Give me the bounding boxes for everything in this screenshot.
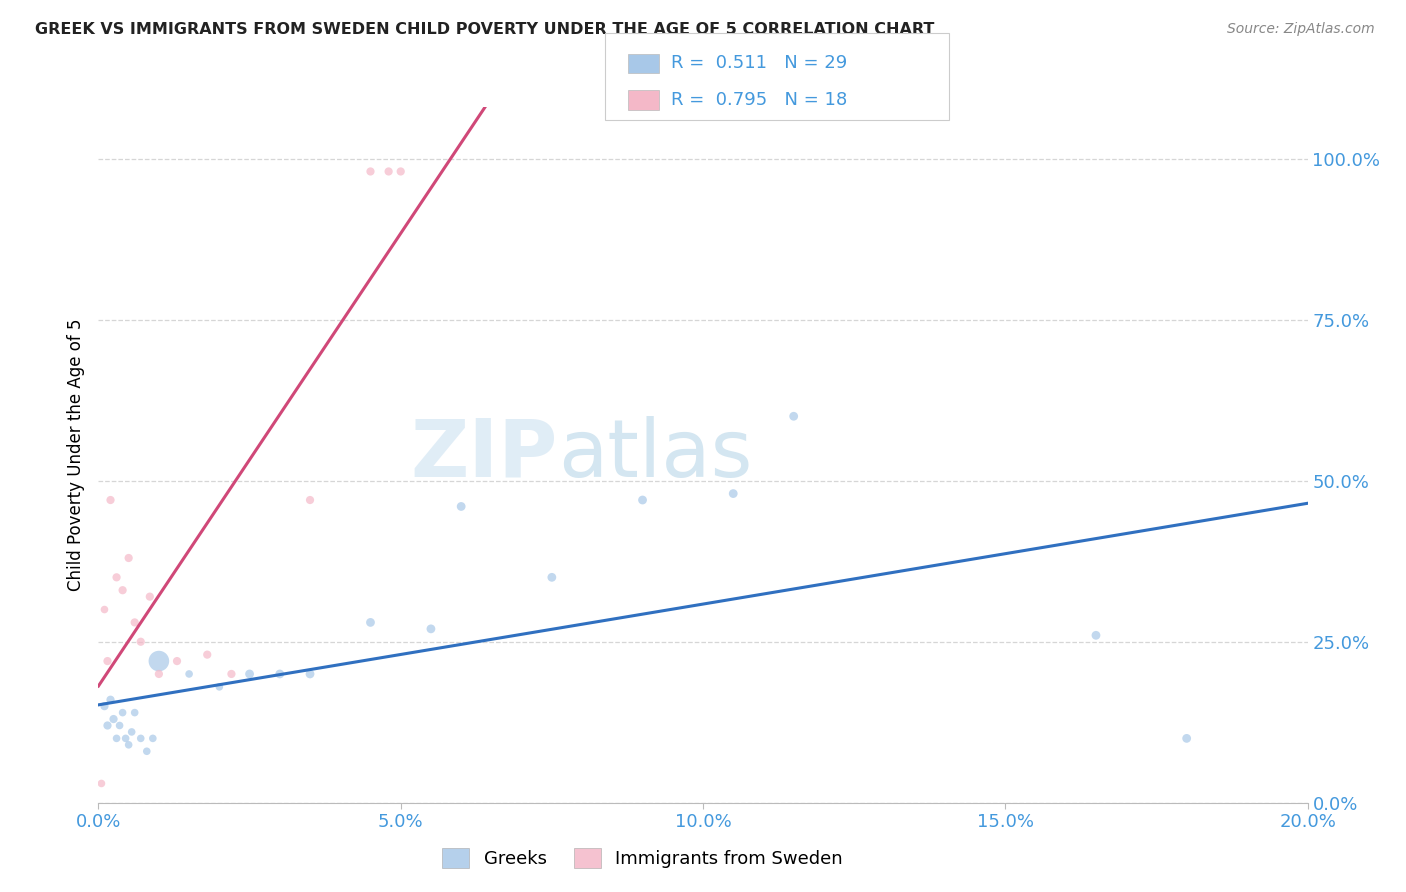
Point (782, 409, 804, 424)
Point (93, 602, 115, 616)
Point (360, 164, 382, 178)
Y-axis label: Child Poverty Under the Age of 5: Child Poverty Under the Age of 5 (66, 318, 84, 591)
Point (100, 493, 122, 508)
Point (124, 615, 146, 630)
Point (111, 706, 134, 720)
Point (723, 486, 745, 500)
Point (105, 731, 128, 746)
Point (450, 500, 472, 514)
Point (93, 699, 115, 714)
Point (360, 615, 382, 630)
Point (111, 583, 134, 598)
Text: R =  0.511   N = 29: R = 0.511 N = 29 (671, 54, 846, 72)
Point (121, 725, 143, 739)
Point (179, 667, 201, 681)
Point (299, 493, 322, 508)
Point (135, 744, 157, 758)
Point (208, 680, 231, 694)
Point (195, 648, 218, 662)
Point (239, 667, 262, 681)
Point (96, 718, 118, 732)
Text: R =  0.795   N = 18: R = 0.795 N = 18 (671, 91, 846, 109)
Point (148, 667, 170, 681)
Point (166, 654, 188, 668)
Point (118, 738, 141, 752)
Point (221, 667, 243, 681)
Point (377, 164, 399, 178)
Point (129, 731, 152, 746)
Point (631, 493, 654, 508)
Text: atlas: atlas (558, 416, 752, 494)
Point (90, 776, 112, 790)
Point (118, 551, 141, 566)
Point (1085, 628, 1108, 642)
Point (124, 706, 146, 720)
Point (142, 731, 165, 746)
Point (269, 667, 291, 681)
Text: Source: ZipAtlas.com: Source: ZipAtlas.com (1227, 22, 1375, 37)
Point (540, 570, 562, 584)
Text: GREEK VS IMMIGRANTS FROM SWEDEN CHILD POVERTY UNDER THE AGE OF 5 CORRELATION CHA: GREEK VS IMMIGRANTS FROM SWEDEN CHILD PO… (35, 22, 935, 37)
Point (108, 718, 131, 732)
Point (96, 654, 118, 668)
Point (148, 654, 170, 668)
Point (129, 634, 152, 648)
Legend: Greeks, Immigrants from Sweden: Greeks, Immigrants from Sweden (437, 843, 848, 874)
Point (299, 667, 322, 681)
Point (420, 622, 443, 636)
Point (139, 590, 162, 604)
Point (103, 712, 125, 726)
Point (1175, 731, 1198, 746)
Point (105, 570, 128, 584)
Point (100, 692, 122, 706)
Point (389, 164, 412, 178)
Point (114, 731, 136, 746)
Text: ZIP: ZIP (411, 416, 558, 494)
